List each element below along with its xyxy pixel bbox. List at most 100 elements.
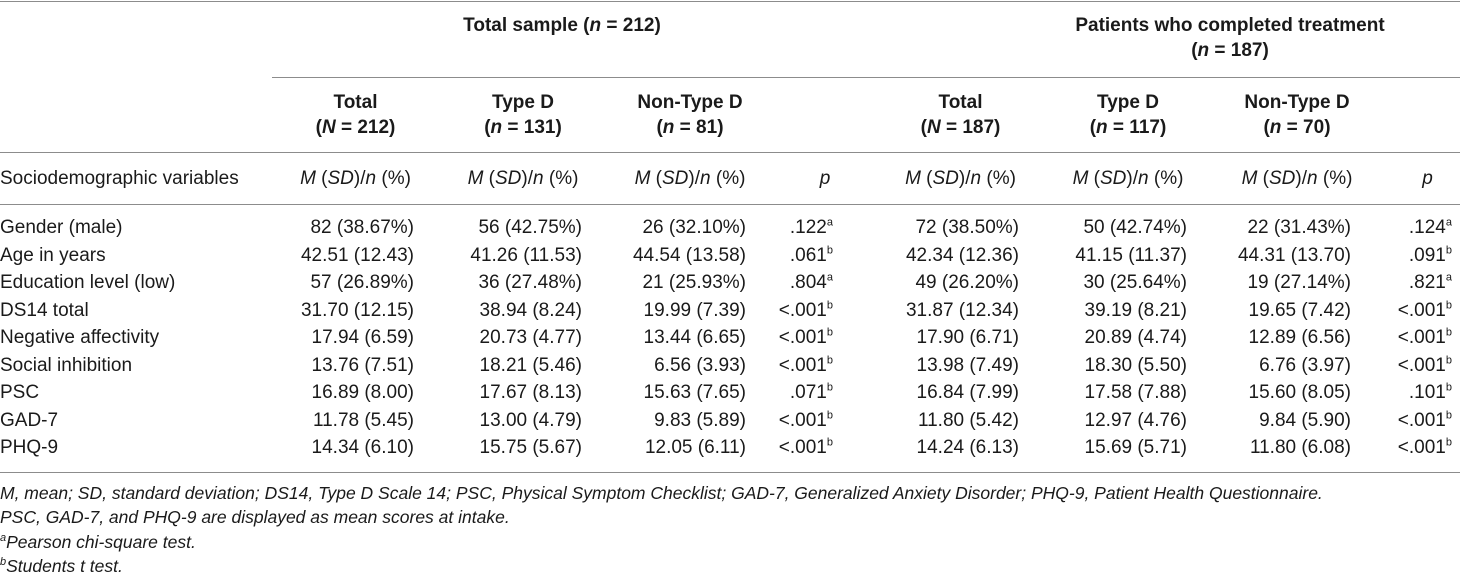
test-marker: b xyxy=(1446,409,1452,421)
value-cell: 26 (32.10%) xyxy=(642,215,746,240)
subheader-rule xyxy=(0,204,1460,205)
test-marker: b xyxy=(827,244,833,256)
p-value-cell: .804a xyxy=(790,270,833,295)
top-rule xyxy=(0,1,1460,2)
col-header-typed-1: Type D (n = 131) xyxy=(453,90,593,140)
value-cell: 42.34 (12.36) xyxy=(906,243,1019,268)
stat-header: M (SD)/n (%) xyxy=(453,166,593,191)
value-cell: 12.97 (4.76) xyxy=(1085,408,1187,433)
value-cell: 57 (26.89%) xyxy=(310,270,414,295)
stat-header: M (SD)/n (%) xyxy=(1222,166,1372,191)
row-label: DS14 total xyxy=(0,298,89,323)
value-cell: 17.90 (6.71) xyxy=(917,325,1019,350)
col-header-nontyped-1: Non-Type D (n = 81) xyxy=(615,90,765,140)
p-value-cell: .091b xyxy=(1409,243,1452,268)
stat-header: M (SD)/n (%) xyxy=(615,166,765,191)
value-cell: 16.89 (8.00) xyxy=(312,380,414,405)
p-header: p xyxy=(790,166,860,191)
col-header-total-2: Total (N = 187) xyxy=(893,90,1028,140)
stat-header: M (SD)/n (%) xyxy=(893,166,1028,191)
p-value-cell: <.001b xyxy=(1398,325,1452,350)
value-cell: 41.15 (11.37) xyxy=(1075,243,1187,268)
value-cell: 6.56 (3.93) xyxy=(654,353,746,378)
footnote-b: bStudents t test. xyxy=(0,555,123,577)
row-label: Negative affectivity xyxy=(0,325,159,350)
p-value-cell: .124a xyxy=(1409,215,1452,240)
value-cell: 6.76 (3.97) xyxy=(1259,353,1351,378)
test-marker: b xyxy=(1446,244,1452,256)
value-cell: 41.26 (11.53) xyxy=(470,243,582,268)
test-marker: b xyxy=(1446,354,1452,366)
value-cell: 18.30 (5.50) xyxy=(1085,353,1187,378)
value-cell: 44.54 (13.58) xyxy=(633,243,746,268)
row-label: Age in years xyxy=(0,243,106,268)
value-cell: 15.63 (7.65) xyxy=(644,380,746,405)
p-value-cell: <.001b xyxy=(779,325,833,350)
row-label: GAD-7 xyxy=(0,408,58,433)
value-cell: 38.94 (8.24) xyxy=(480,298,582,323)
value-cell: 14.34 (6.10) xyxy=(312,435,414,460)
footnote-a: aPearson chi-square test. xyxy=(0,531,196,553)
value-cell: 30 (25.64%) xyxy=(1083,270,1187,295)
row-label: PSC xyxy=(0,380,39,405)
test-marker: b xyxy=(827,382,833,394)
value-cell: 31.87 (12.34) xyxy=(906,298,1019,323)
test-marker: a xyxy=(827,217,833,229)
value-cell: 44.31 (13.70) xyxy=(1238,243,1351,268)
p-value-cell: <.001b xyxy=(1398,353,1452,378)
test-marker: b xyxy=(827,327,833,339)
test-marker: b xyxy=(827,437,833,449)
value-cell: 17.67 (8.13) xyxy=(480,380,582,405)
test-marker: b xyxy=(1446,437,1452,449)
group-header-total-sample: Total sample (n = 212) xyxy=(272,13,852,38)
value-cell: 39.19 (8.21) xyxy=(1085,298,1187,323)
p-value-cell: .821a xyxy=(1409,270,1452,295)
value-cell: 17.58 (7.88) xyxy=(1085,380,1187,405)
p-value-cell: <.001b xyxy=(779,353,833,378)
value-cell: 12.89 (6.56) xyxy=(1249,325,1351,350)
test-marker: a xyxy=(827,272,833,284)
value-cell: 11.80 (6.08) xyxy=(1250,435,1351,460)
stat-header: M (SD)/n (%) xyxy=(288,166,423,191)
value-cell: 50 (42.74%) xyxy=(1083,215,1187,240)
p-value-cell: <.001b xyxy=(1398,435,1452,460)
p-value-cell: <.001b xyxy=(1398,298,1452,323)
p-value-cell: .122a xyxy=(790,215,833,240)
value-cell: 19.99 (7.39) xyxy=(644,298,746,323)
p-value-cell: <.001b xyxy=(1398,408,1452,433)
group-header-completed: Patients who completed treatment (n = 18… xyxy=(1030,13,1430,63)
value-cell: 21 (25.93%) xyxy=(642,270,746,295)
value-cell: 19 (27.14%) xyxy=(1247,270,1351,295)
col-header-total-1: Total (N = 212) xyxy=(288,90,423,140)
value-cell: 20.73 (4.77) xyxy=(480,325,582,350)
row-label: Gender (male) xyxy=(0,215,123,240)
footnote-abbreviations: M, mean; SD, standard deviation; DS14, T… xyxy=(0,482,1323,504)
stat-header: M (SD)/n (%) xyxy=(1058,166,1198,191)
test-marker: a xyxy=(1446,272,1452,284)
value-cell: 11.80 (5.42) xyxy=(918,408,1019,433)
value-cell: 15.69 (5.71) xyxy=(1085,435,1187,460)
value-cell: 11.78 (5.45) xyxy=(313,408,414,433)
value-cell: 20.89 (4.74) xyxy=(1085,325,1187,350)
value-cell: 36 (27.48%) xyxy=(478,270,582,295)
value-cell: 13.98 (7.49) xyxy=(917,353,1019,378)
value-cell: 72 (38.50%) xyxy=(915,215,1019,240)
value-cell: 49 (26.20%) xyxy=(915,270,1019,295)
group-underline xyxy=(272,77,1460,78)
value-cell: 56 (42.75%) xyxy=(478,215,582,240)
subheader-label: Sociodemographic variables xyxy=(0,166,239,191)
p-header: p xyxy=(1395,166,1460,191)
header-rule xyxy=(0,152,1460,153)
footnote-display: PSC, GAD-7, and PHQ-9 are displayed as m… xyxy=(0,506,510,528)
value-cell: 9.83 (5.89) xyxy=(654,408,746,433)
test-marker: b xyxy=(827,299,833,311)
value-cell: 14.24 (6.13) xyxy=(917,435,1019,460)
value-cell: 15.60 (8.05) xyxy=(1249,380,1351,405)
value-cell: 13.00 (4.79) xyxy=(480,408,582,433)
p-value-cell: <.001b xyxy=(779,408,833,433)
value-cell: 15.75 (5.67) xyxy=(480,435,582,460)
p-value-cell: .061b xyxy=(790,243,833,268)
row-label: Education level (low) xyxy=(0,270,175,295)
test-marker: b xyxy=(1446,382,1452,394)
value-cell: 82 (38.67%) xyxy=(310,215,414,240)
